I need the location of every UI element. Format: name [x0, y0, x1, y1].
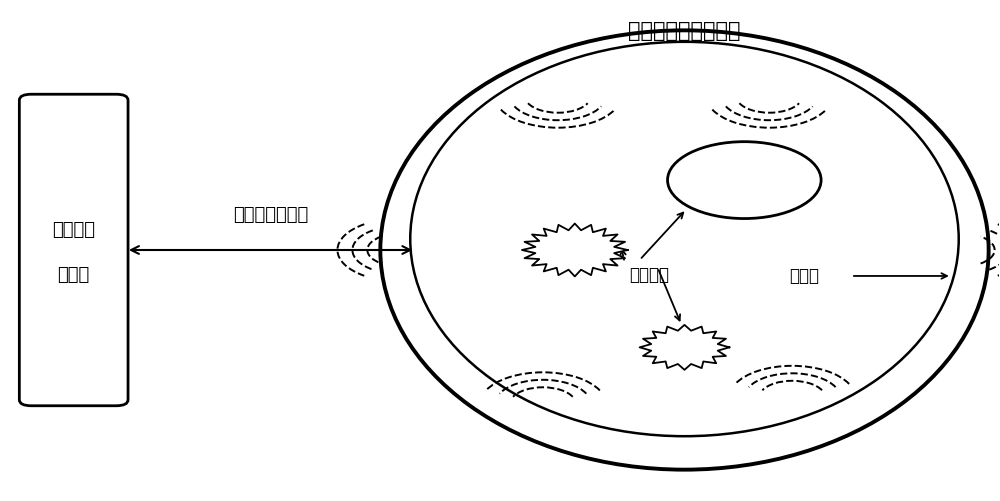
Text: 温度控制及反馈: 温度控制及反馈	[233, 205, 308, 223]
Text: 超声波: 超声波	[789, 267, 819, 285]
Polygon shape	[640, 325, 729, 370]
Text: 像系统: 像系统	[58, 266, 90, 284]
Ellipse shape	[380, 31, 989, 470]
Circle shape	[668, 142, 821, 219]
FancyBboxPatch shape	[19, 95, 128, 406]
Text: 超声成像: 超声成像	[52, 220, 95, 238]
Text: 环形超声传感器阵列: 环形超声传感器阵列	[628, 22, 741, 41]
Polygon shape	[522, 224, 628, 277]
Text: 加热目标: 加热目标	[630, 266, 670, 284]
